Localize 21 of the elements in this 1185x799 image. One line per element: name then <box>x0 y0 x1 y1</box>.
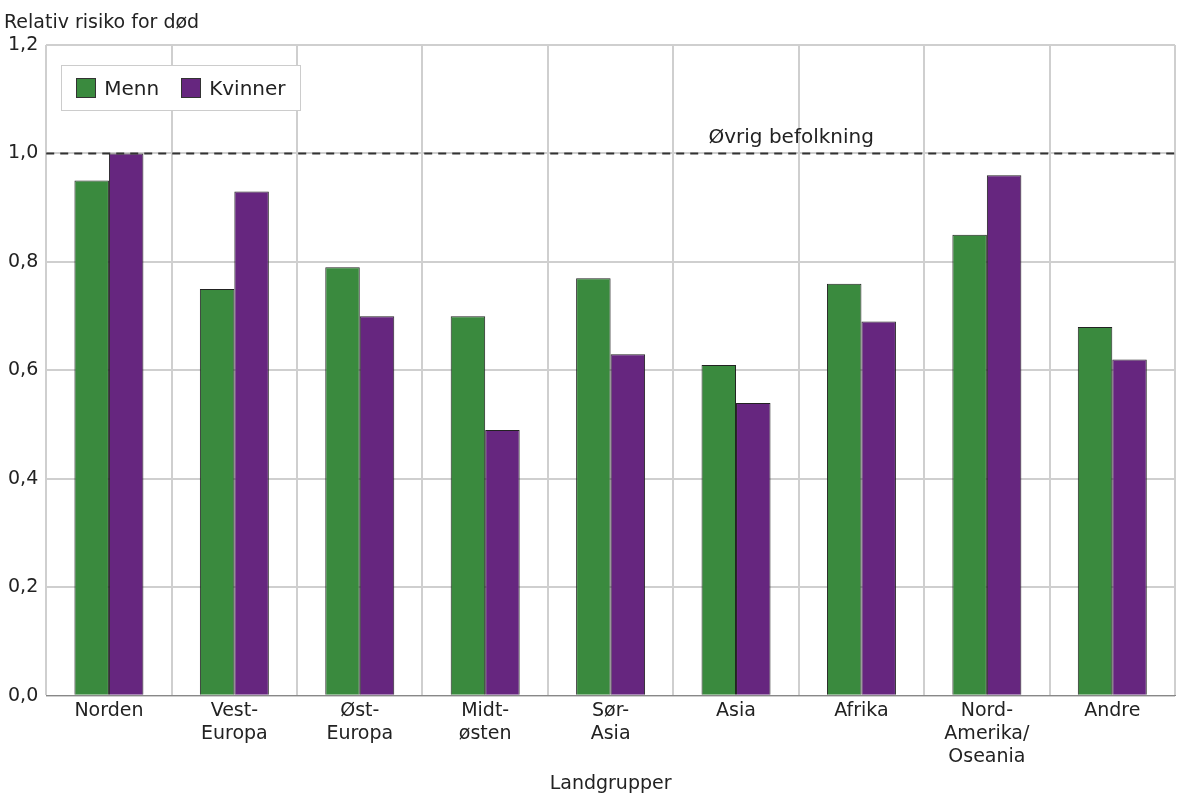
ref-line-label: Øvrig befolkning <box>708 123 874 148</box>
y-tick-label: 0,6 <box>8 357 39 380</box>
x-tick-label: Sør- Asia <box>590 698 631 743</box>
x-tick-label: Nord- Amerika/ Oseania <box>944 698 1030 766</box>
x-tick-label: Norden <box>74 698 144 721</box>
x-tick-label: Midt- østen <box>458 698 512 743</box>
x-axis-title: Landgrupper <box>549 770 672 793</box>
y-tick-label: 0,8 <box>8 248 39 271</box>
x-tick-label: Asia <box>716 698 756 721</box>
y-tick-label: 1,2 <box>8 31 39 54</box>
x-tick-label: Øst- Europa <box>326 698 394 743</box>
legend-label: Menn <box>104 76 160 100</box>
y-tick-label: 1,0 <box>8 140 39 163</box>
y-tick-label: 0,0 <box>8 682 39 705</box>
y-tick-label: 0,2 <box>8 574 39 597</box>
y-axis-title: Relativ risiko for død <box>4 10 200 32</box>
x-tick-label: Vest- Europa <box>200 698 268 743</box>
x-tick-label: Afrika <box>834 698 889 721</box>
x-tick-label: Andre <box>1084 698 1141 721</box>
y-tick-label: 0,4 <box>8 465 39 488</box>
legend-label: Kvinner <box>209 76 286 100</box>
